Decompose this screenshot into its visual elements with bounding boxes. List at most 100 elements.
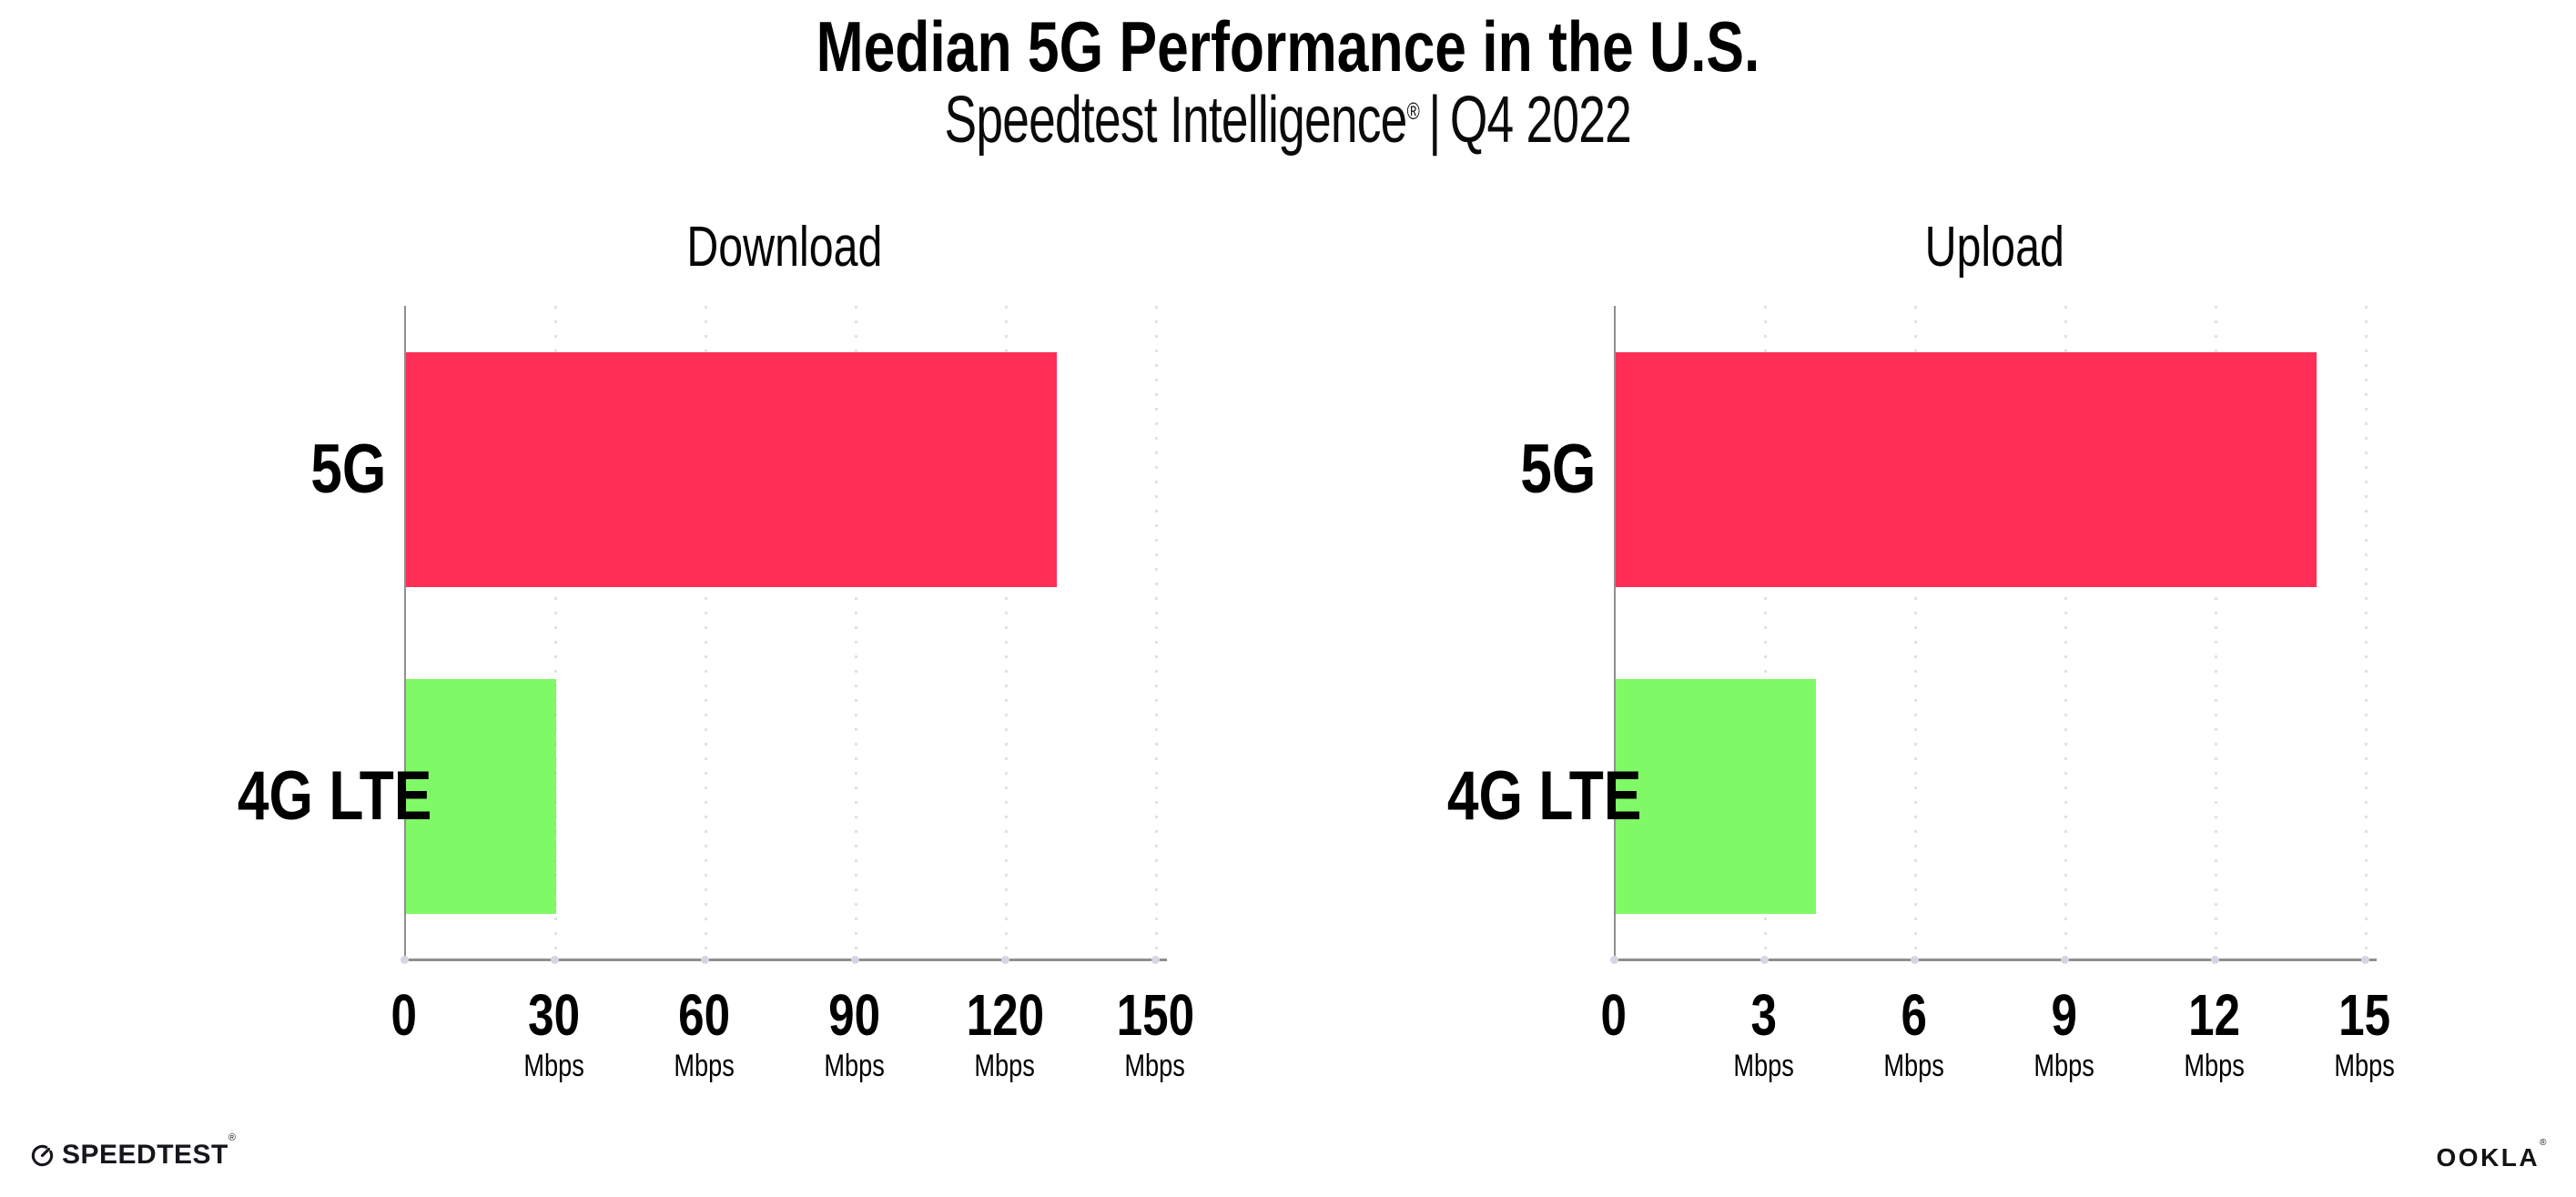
bar-4g-lte-download [406, 679, 556, 914]
axis-tick-dot [1760, 956, 1769, 964]
bar-5g-upload [1616, 352, 2317, 587]
axis-tick-dot [2361, 956, 2369, 964]
x-tick-unit-text: Mbps [2334, 1049, 2396, 1083]
chart-title-text: Upload [1924, 216, 2064, 279]
axis-tick-dot [1001, 956, 1009, 964]
x-tick-value: 12 [2140, 986, 2289, 1044]
axis-tick-dot [551, 956, 559, 964]
x-tick-120: 120 Mbps [930, 986, 1080, 1083]
chart-title-download: Download [404, 215, 1165, 279]
x-tick-unit-text: Mbps [974, 1049, 1036, 1083]
x-tick-unit-text: Mbps [1124, 1049, 1186, 1083]
page-title-text: Median 5G Performance in the U.S. [816, 6, 1760, 86]
x-tick-0: 0 [1539, 986, 1689, 1044]
plot-area-download [404, 306, 1167, 961]
speedtest-registered-icon: ® [228, 1132, 237, 1143]
registered-mark-icon: ® [1406, 96, 1420, 125]
gridline-15 [2365, 306, 2368, 959]
x-tick-unit-text: Mbps [2184, 1049, 2246, 1083]
x-tick-value: 6 [1840, 986, 1989, 1044]
x-tick-12: 12 Mbps [2140, 986, 2289, 1083]
x-tick-value-text: 9 [2051, 982, 2078, 1048]
x-tick-unit: Mbps [780, 1049, 929, 1083]
category-label-text: 5G [1519, 431, 1596, 508]
gridline-6 [1914, 306, 1917, 959]
x-tick-unit: Mbps [1990, 1049, 2139, 1083]
x-tick-value-text: 3 [1750, 982, 1778, 1048]
x-tick-30: 30 Mbps [480, 986, 629, 1083]
x-tick-value-text: 12 [2188, 982, 2241, 1048]
category-label-5g: 5G [195, 429, 386, 511]
category-label-4g-lte: 4G LTE [1405, 756, 1642, 837]
x-tick-unit: Mbps [930, 1049, 1080, 1083]
gridline-3 [1764, 306, 1767, 959]
x-tick-unit: Mbps [2140, 1049, 2289, 1083]
gridline-30 [554, 306, 557, 959]
bar-5g-download [406, 352, 1057, 587]
ookla-logo: OOKLA® [2436, 1138, 2549, 1172]
x-tick-unit-text: Mbps [824, 1049, 886, 1083]
gridline-9 [2064, 306, 2067, 959]
ookla-registered-icon: ® [2540, 1138, 2549, 1148]
x-tick-unit: Mbps [480, 1049, 629, 1083]
x-tick-90: 90 Mbps [780, 986, 929, 1083]
subtitle-separator: | [1428, 83, 1442, 157]
x-tick-value-text: 6 [1901, 982, 1928, 1048]
category-label-4g-lte: 4G LTE [195, 756, 432, 837]
x-tick-value: 90 [780, 986, 929, 1044]
x-tick-0: 0 [330, 986, 479, 1044]
page-title: Median 5G Performance in the U.S. [0, 6, 2576, 86]
chart-title-text: Download [686, 216, 883, 279]
x-tick-value: 0 [330, 986, 479, 1044]
header: Median 5G Performance in the U.S. Speedt… [0, 6, 2576, 157]
category-label-5g: 5G [1405, 429, 1596, 511]
subtitle-brand: Speedtest Intelligence [944, 83, 1408, 157]
x-tick-unit-text: Mbps [1883, 1049, 1945, 1083]
chart-panel-upload: Upload 5G 4G LTE 0 3 Mbps 6 Mbps 9 Mbps 12 Mbps 15 Mb… [1405, 209, 2395, 1129]
x-tick-unit-text: Mbps [674, 1049, 735, 1083]
speedtest-wordmark: SPEEDTEST® [62, 1132, 237, 1170]
subtitle-period: Q4 2022 [1450, 83, 1632, 157]
x-tick-unit: Mbps [1080, 1049, 1230, 1083]
x-tick-value-text: 150 [1116, 982, 1194, 1048]
axis-tick-dot [701, 956, 709, 964]
x-tick-value: 9 [1990, 986, 2139, 1044]
speedtest-logo: SPEEDTEST® [30, 1132, 237, 1171]
chart-title-upload: Upload [1614, 215, 2375, 279]
axis-tick-dot [1151, 956, 1160, 964]
x-tick-value-text: 30 [528, 982, 581, 1048]
bar-4g-lte-upload [1616, 679, 1816, 914]
axis-tick-dot [401, 956, 409, 964]
x-tick-value: 120 [930, 986, 1080, 1044]
axis-tick-dot [2211, 956, 2219, 964]
x-tick-unit: Mbps [1840, 1049, 1989, 1083]
x-tick-value-text: 120 [966, 982, 1044, 1048]
speedtest-gauge-icon [31, 1144, 54, 1166]
plot-area-upload [1614, 306, 2377, 961]
x-tick-9: 9 Mbps [1990, 986, 2139, 1083]
x-tick-unit: Mbps [2290, 1049, 2439, 1083]
x-tick-value-text: 0 [390, 982, 418, 1048]
gridline-90 [855, 306, 857, 959]
axis-tick-dot [851, 956, 859, 964]
x-tick-150: 150 Mbps [1080, 986, 1230, 1083]
axis-tick-dot [1610, 956, 1618, 964]
gridline-60 [705, 306, 707, 959]
x-tick-value-text: 0 [1600, 982, 1628, 1048]
x-tick-unit-text: Mbps [2033, 1049, 2095, 1083]
x-tick-value-text: 60 [678, 982, 731, 1048]
x-tick-value: 150 [1080, 986, 1230, 1044]
x-tick-unit-text: Mbps [1733, 1049, 1795, 1083]
ookla-wordmark: OOKLA® [2436, 1138, 2549, 1172]
category-label-text: 5G [309, 431, 386, 508]
axis-tick-dot [1911, 956, 1919, 964]
x-tick-6: 6 Mbps [1840, 986, 1989, 1083]
x-tick-3: 3 Mbps [1689, 986, 1839, 1083]
gridline-12 [2215, 306, 2217, 959]
x-tick-value: 30 [480, 986, 629, 1044]
page-subtitle: Speedtest Intelligence® | Q4 2022 [0, 83, 2576, 157]
x-tick-unit: Mbps [1689, 1049, 1839, 1083]
x-tick-value: 0 [1539, 986, 1689, 1044]
x-tick-unit: Mbps [630, 1049, 779, 1083]
